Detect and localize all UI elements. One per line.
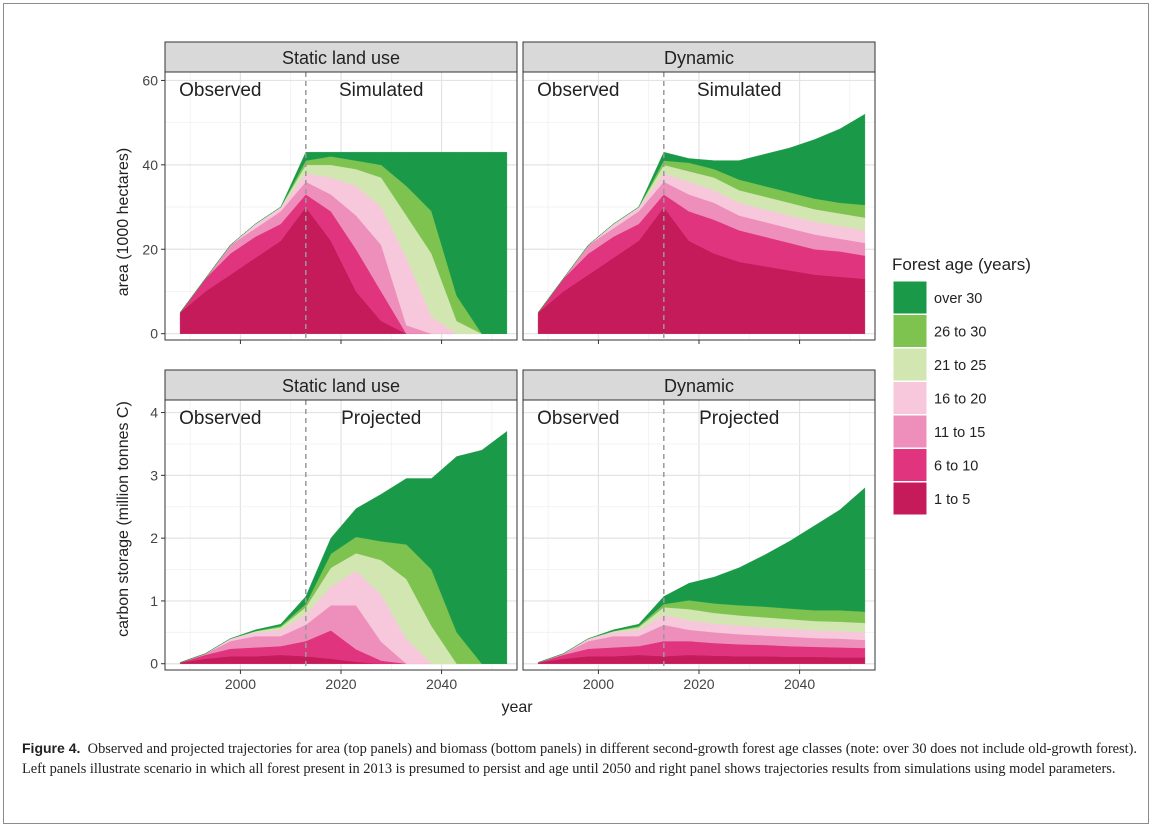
legend-swatch-16-to-20 (892, 381, 928, 415)
y-tick-label: 4 (150, 405, 158, 421)
x-tick-label: 2000 (583, 676, 614, 692)
x-tick-label: 2040 (426, 676, 457, 692)
simulated-label: Simulated (339, 80, 424, 101)
observed-label: Observed (179, 80, 261, 101)
area-over-30 (180, 431, 508, 664)
x-axis-title: year (501, 699, 533, 716)
x-tick-label: 2000 (225, 676, 256, 692)
legend-swatch-11-to-15 (892, 414, 928, 449)
legend-label: 11 to 15 (934, 425, 985, 441)
y-tick-label: 60 (142, 72, 158, 88)
observed-label: Observed (179, 408, 261, 429)
simulated-label: Simulated (697, 80, 782, 101)
observed-label: Observed (537, 408, 619, 429)
area-over-30 (179, 152, 508, 334)
simulated-label: Projected (699, 408, 779, 429)
caption-label: Figure 4. (22, 740, 81, 756)
simulated-label: Projected (341, 408, 421, 429)
legend-swatch-1-to-5 (892, 481, 928, 516)
y-tick-label: 0 (150, 326, 158, 342)
legend-label: 16 to 20 (934, 392, 986, 408)
legend: Forest age (years) over 30 26 to 30 21 to … (892, 255, 1031, 516)
panel-3: Static land use Observed Projected 0 1 2 3 4 200… (150, 369, 518, 692)
panel-strip-label: Dynamic (664, 48, 734, 68)
legend-label: 1 to 5 (934, 492, 970, 508)
legend-swatch-21-to-25 (892, 347, 928, 382)
legend-label: 21 to 25 (934, 358, 986, 374)
x-tick-label: 2020 (683, 676, 714, 692)
panel-strip (522, 41, 876, 73)
y-tick-label: 20 (142, 241, 158, 257)
legend-label: 26 to 30 (934, 325, 986, 341)
legend-label: over 30 (934, 291, 982, 307)
y-tick-label: 2 (150, 530, 158, 546)
panel-strip (164, 369, 518, 401)
y-axis-title-carbon: carbon storage (million tonnes C) (115, 401, 132, 637)
y-tick-label: 1 (150, 593, 158, 609)
panel-strip-label: Dynamic (664, 376, 734, 396)
caption-text: Observed and projected trajectories for … (22, 741, 1137, 777)
y-tick-label: 40 (142, 157, 158, 173)
panel-strip (522, 369, 876, 401)
legend-swatch-over-30 (892, 280, 928, 315)
observed-label: Observed (537, 80, 619, 101)
figure-frame (3, 3, 1149, 824)
y-axis-title-area: area (1000 hectares) (115, 148, 132, 297)
panel-4: Dynamic Observed Projected 2000 2020 2040 (522, 369, 876, 692)
figure-caption: Figure 4. Observed and projected traject… (22, 738, 1137, 779)
panel-2: Dynamic Observed Simulated (522, 41, 876, 344)
area-over-30 (538, 487, 866, 663)
panel-1: Static land use Observed Simulated 0 20 40 60 (142, 41, 518, 344)
panel-strip-label: Static land use (282, 48, 400, 68)
panel-strip-label: Static land use (282, 376, 400, 396)
y-tick-label: 3 (150, 467, 158, 483)
x-tick-label: 2020 (325, 676, 356, 692)
legend-title: Forest age (years) (892, 255, 1031, 274)
legend-label: 6 to 10 (934, 459, 978, 475)
y-tick-label: 0 (150, 656, 158, 672)
legend-swatch-26-to-30 (892, 314, 928, 348)
legend-swatch-6-to-10 (892, 448, 928, 482)
area-over-30 (537, 113, 866, 313)
x-tick-label: 2040 (784, 676, 815, 692)
